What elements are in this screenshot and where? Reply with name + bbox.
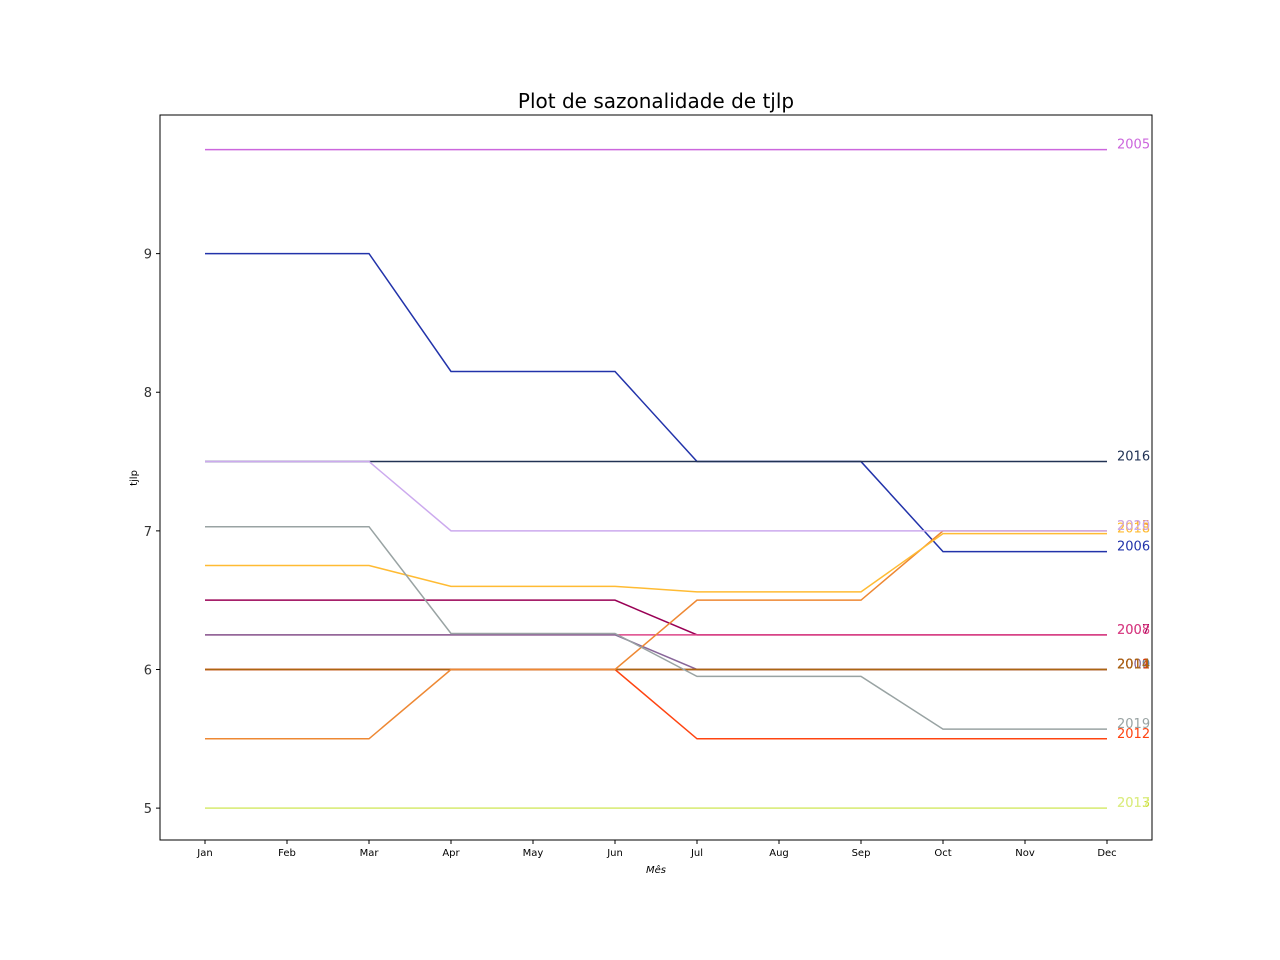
y-tick-label: 8 <box>144 386 152 401</box>
x-tick-label: Feb <box>278 848 296 859</box>
y-tick-label: 9 <box>144 248 152 263</box>
series-end-label-2017: 2017 <box>1117 796 1150 811</box>
series-end-label-2011: 2011 <box>1117 657 1150 672</box>
x-tick-label: Aug <box>769 848 789 859</box>
x-tick-label: Jun <box>606 848 623 859</box>
series-end-label-2012: 2012 <box>1117 727 1150 742</box>
series-end-label-2007: 2007 <box>1117 623 1150 638</box>
x-axis-label: Mês <box>646 864 666 876</box>
series-end-label-2014: 2014 <box>1117 657 1150 672</box>
series-end-label-2018: 2018 <box>1117 522 1150 537</box>
series-end-label-2008: 2008 <box>1117 623 1150 638</box>
series-end-label-2013: 2013 <box>1117 796 1150 811</box>
series-end-label-2016: 2016 <box>1117 450 1150 465</box>
series-end-label-2010: 2010 <box>1117 657 1150 672</box>
series-end-label-2020: 2020 <box>1117 519 1150 534</box>
x-tick-label: Dec <box>1097 848 1116 859</box>
plot-area <box>159 114 1153 841</box>
series-line-2020 <box>205 460 1107 532</box>
series-end-label-2006: 2006 <box>1117 540 1150 555</box>
series-end-label-2005: 2005 <box>1117 138 1150 153</box>
x-tick-label: Mar <box>360 848 380 859</box>
series-end-label-2015: 2015 <box>1117 519 1150 534</box>
series-end-label-2009: 2009 <box>1117 657 1150 672</box>
series-end-label-2019: 2019 <box>1117 717 1150 732</box>
x-tick-label: Oct <box>934 848 951 859</box>
x-axis-ticks: Jan Feb Mar Apr May Jun Jul Aug Sep Oct Nov Dec <box>196 840 1117 859</box>
x-tick-label: Jul <box>690 848 703 859</box>
y-axis-label: tjlp <box>129 470 140 486</box>
chart-title: Plot de sazonalidade de tjlp <box>518 89 794 113</box>
y-tick-label: 7 <box>144 525 152 540</box>
y-axis-ticks: 5 6 7 8 9 <box>144 248 160 817</box>
x-tick-label: May <box>523 848 544 859</box>
series-line-2019 <box>205 525 1107 730</box>
y-tick-label: 5 <box>144 802 152 817</box>
x-tick-label: Apr <box>442 848 460 859</box>
x-tick-label: Nov <box>1015 848 1035 859</box>
y-tick-label: 6 <box>144 663 152 678</box>
x-tick-label: Sep <box>852 848 871 859</box>
series-line-2006 <box>205 252 1107 553</box>
series-lines <box>205 148 1107 809</box>
x-tick-label: Jan <box>196 848 212 859</box>
series-line-2018 <box>205 532 1107 593</box>
